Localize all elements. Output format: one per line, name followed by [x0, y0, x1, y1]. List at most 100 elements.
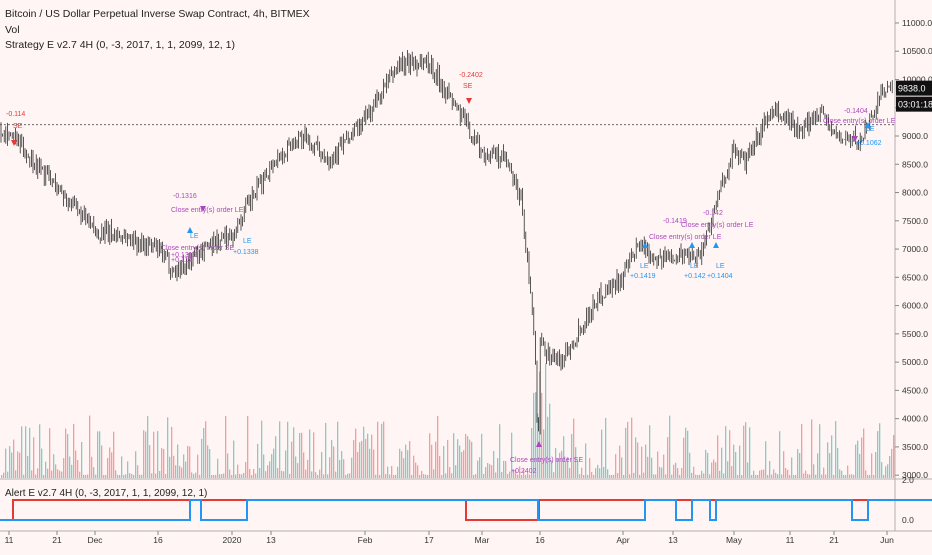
volume-bar — [19, 452, 21, 478]
volume-bar — [595, 468, 597, 478]
volume-bar — [787, 469, 789, 478]
volume-bar — [403, 458, 405, 478]
volume-bar — [661, 467, 663, 478]
volume-bar — [893, 435, 895, 478]
volume-bar — [197, 454, 199, 478]
volume-bar — [215, 474, 217, 478]
volume-bar — [765, 441, 767, 478]
time-tick-label: 2020 — [223, 535, 242, 545]
volume-bar — [243, 472, 245, 478]
time-tick-label: 17 — [424, 535, 434, 545]
volume-bar — [881, 462, 883, 478]
price-tick-label: 10000.0 — [902, 74, 932, 84]
volume-bar — [731, 466, 733, 478]
alert-indicator-label[interactable]: Alert E v2.7 4H (0, -3, 2017, 1, 1, 2099… — [5, 488, 208, 499]
volume-bar — [621, 457, 623, 478]
volume-bar — [33, 437, 35, 478]
time-tick-label: 13 — [266, 535, 276, 545]
countdown-label: 03:01:18 — [898, 100, 932, 110]
volume-bar — [185, 461, 187, 478]
volume-bar — [673, 464, 675, 478]
strategy-annotation: SE — [463, 83, 473, 90]
strategy-annotation: LE — [690, 263, 699, 270]
volume-bar — [753, 470, 755, 478]
volume-bar — [841, 470, 843, 478]
volume-bar — [543, 429, 545, 478]
volume-bar — [307, 459, 309, 478]
volume-bar — [815, 474, 817, 478]
volume-bar — [175, 465, 177, 478]
volume-bar — [515, 469, 517, 478]
time-tick-label: 11 — [5, 535, 14, 545]
volume-bar — [429, 433, 431, 478]
volume-bar — [513, 469, 515, 478]
volume-bar — [613, 474, 615, 478]
volume-bar — [667, 437, 669, 478]
volume-bar — [567, 456, 569, 478]
alert-tick-label: 0.0 — [902, 515, 914, 525]
volume-bar — [471, 441, 473, 478]
volume-bar — [173, 455, 175, 478]
volume-bar — [99, 431, 101, 478]
volume-bar — [353, 439, 355, 478]
price-tick-label: 10500.0 — [902, 46, 932, 56]
volume-bar — [683, 437, 685, 478]
volume-bar — [699, 474, 701, 478]
volume-bar — [725, 426, 727, 478]
volume-bar — [659, 466, 661, 478]
volume-bar — [617, 472, 619, 478]
volume-bar — [389, 474, 391, 478]
volume-bar — [843, 474, 845, 478]
volume-bar — [53, 454, 55, 478]
volume-bar — [313, 432, 315, 478]
volume-bar — [533, 392, 535, 478]
volume-bar — [631, 417, 633, 478]
long-entry-arrow — [865, 122, 871, 128]
volume-bar — [365, 438, 367, 478]
volume-bar — [551, 460, 553, 478]
last-price-label: 9838.0 — [898, 84, 926, 94]
volume-bar — [755, 474, 757, 478]
volume-bar — [203, 428, 205, 478]
volume-bar — [193, 474, 195, 478]
volume-bar — [737, 474, 739, 478]
volume-bar — [275, 436, 277, 478]
volume-bar — [483, 473, 485, 478]
volume-bar — [625, 427, 627, 478]
volume-bar — [77, 459, 79, 478]
time-tick-label: Apr — [616, 535, 629, 545]
volume-bar — [147, 416, 149, 478]
volume-bar — [805, 470, 807, 478]
volume-bar — [105, 474, 107, 478]
volume-bar — [481, 433, 483, 478]
volume-bar — [679, 474, 681, 478]
volume-bar — [485, 467, 487, 478]
volume-bar — [283, 471, 285, 478]
volume-bar — [775, 472, 777, 478]
volume-bar — [889, 456, 891, 478]
volume-indicator-label[interactable]: Vol — [5, 24, 20, 36]
volume-bar — [157, 431, 159, 478]
strategy-indicator-label[interactable]: Strategy E v2.7 4H (0, -3, 2017, 1, 1, 2… — [5, 39, 235, 51]
volume-bar — [701, 470, 703, 478]
price-tick-label: 7000.0 — [902, 244, 928, 254]
volume-bar — [191, 472, 193, 478]
volume-bar — [229, 469, 231, 478]
volume-bar — [439, 455, 441, 478]
volume-bar — [681, 468, 683, 478]
strategy-annotation: -0.1316 — [173, 193, 197, 200]
volume-bar — [885, 466, 887, 478]
volume-bar — [253, 468, 255, 478]
volume-bar — [411, 474, 413, 478]
volume-bar — [181, 467, 183, 478]
long-entry-arrow — [713, 242, 719, 248]
volume-bar — [271, 454, 273, 478]
volume-bar — [877, 431, 879, 478]
volume-bar — [293, 427, 295, 478]
price-tick-label: 4500.0 — [902, 385, 928, 395]
volume-bar — [421, 470, 423, 478]
volume-bar — [397, 466, 399, 478]
price-tick-label: 8500.0 — [902, 159, 928, 169]
